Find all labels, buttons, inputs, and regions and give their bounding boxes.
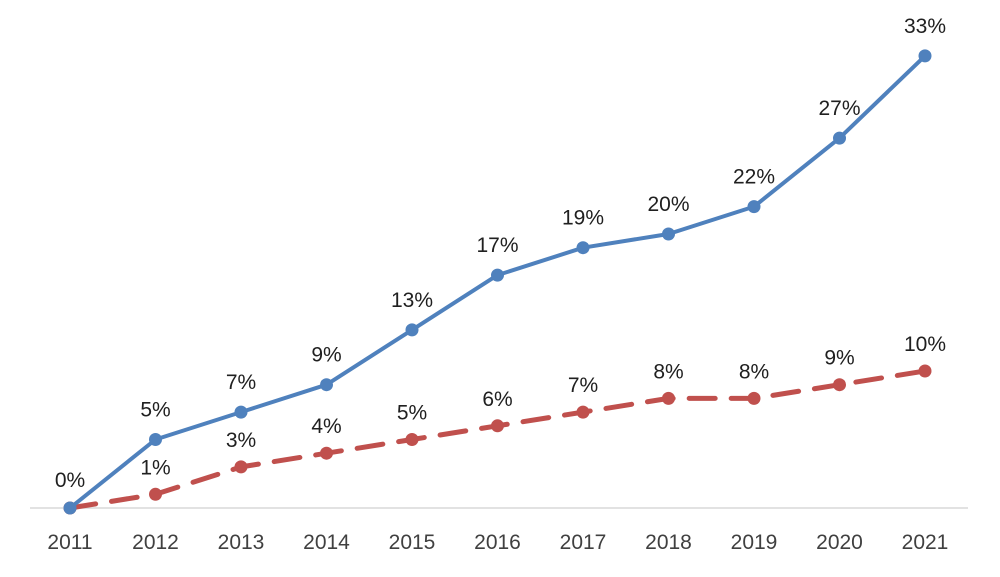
data-label-series-1: 5% bbox=[140, 399, 170, 422]
x-axis: 2011 2012 2013 2014 2015 2016 2017 2018 2019 2020… bbox=[30, 507, 968, 554]
series-1-point bbox=[149, 433, 162, 446]
series-1-point bbox=[63, 501, 77, 515]
series-2-point bbox=[918, 364, 932, 378]
series-2-point bbox=[491, 419, 504, 433]
data-label-series-1: 20% bbox=[647, 193, 689, 216]
series-2-point bbox=[320, 446, 333, 460]
data-label-series-1: 27% bbox=[818, 97, 860, 120]
data-label-series-2: 5% bbox=[397, 402, 427, 425]
x-tick-label: 2012 bbox=[132, 531, 179, 554]
data-label-series-2: 4% bbox=[311, 415, 341, 438]
series-2-point bbox=[747, 391, 761, 405]
data-label-series-1: 13% bbox=[391, 289, 433, 312]
series-1-point bbox=[662, 227, 675, 241]
data-label-series-2: 3% bbox=[226, 429, 256, 452]
x-tick-label: 2020 bbox=[816, 531, 863, 554]
data-label-series-2: 8% bbox=[653, 360, 683, 383]
data-label-series-1: 7% bbox=[226, 371, 256, 394]
series-1-point bbox=[491, 268, 504, 282]
data-label-series-1: 0% bbox=[55, 469, 85, 492]
data-label-series-1: 9% bbox=[311, 344, 341, 367]
data-label-series-1: 17% bbox=[476, 234, 518, 257]
series-1-point bbox=[576, 241, 590, 255]
x-tick-label: 2013 bbox=[218, 531, 265, 554]
data-label-series-1: 22% bbox=[733, 166, 775, 189]
x-tick-label: 2011 bbox=[47, 531, 92, 554]
x-tick-label: 2014 bbox=[303, 531, 350, 554]
series-2-point bbox=[234, 460, 248, 474]
x-tick-label: 2016 bbox=[474, 531, 521, 554]
data-label-series-2: 1% bbox=[140, 456, 170, 479]
data-label-series-2: 10% bbox=[904, 333, 946, 356]
data-label-series-2: 9% bbox=[824, 347, 854, 370]
series-2-point bbox=[149, 487, 162, 501]
data-label-series-2: 6% bbox=[482, 388, 512, 411]
series-1-point bbox=[320, 378, 333, 392]
series-1-point bbox=[405, 323, 419, 337]
series-1-point bbox=[918, 49, 932, 63]
data-label-series-2: 7% bbox=[568, 374, 598, 397]
series-group bbox=[63, 49, 932, 515]
series-1-point bbox=[234, 405, 248, 419]
x-tick-label: 2019 bbox=[731, 531, 778, 554]
data-labels: 0% 5% 7% 9% 13% 17% 19% 20% 22% 27% 33% 1% 3% 4% 5% 6% 7… bbox=[55, 15, 946, 492]
series-2-point bbox=[405, 433, 419, 446]
x-tick-label: 2021 bbox=[902, 531, 949, 554]
series-1-point bbox=[747, 200, 761, 214]
series-2-point bbox=[833, 378, 846, 392]
x-tick-label: 2018 bbox=[645, 531, 692, 554]
data-label-series-2: 8% bbox=[739, 360, 769, 383]
x-tick-label: 2017 bbox=[560, 531, 607, 554]
series-2-point bbox=[662, 391, 675, 405]
series-1-point bbox=[833, 131, 846, 145]
x-tick-label: 2015 bbox=[389, 531, 436, 554]
series-2-point bbox=[576, 405, 590, 419]
data-label-series-1: 33% bbox=[904, 15, 946, 38]
series-line-1 bbox=[68, 53, 927, 510]
data-label-series-1: 19% bbox=[562, 207, 604, 230]
